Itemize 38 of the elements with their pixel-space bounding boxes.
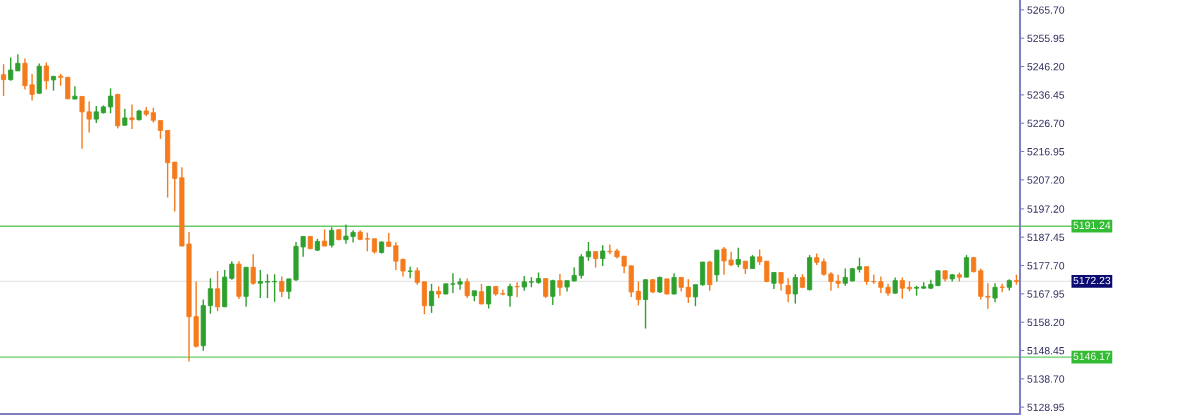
candlestick xyxy=(464,277,470,299)
y-tick-label: 5167.95 xyxy=(1027,290,1065,298)
candlestick xyxy=(999,283,1005,293)
ref-line-label: 5146.17 xyxy=(1073,352,1111,360)
y-tick-label: 5158.20 xyxy=(1027,318,1065,327)
candlestick xyxy=(15,53,21,72)
candlestick xyxy=(72,85,78,100)
candlestick xyxy=(364,232,370,252)
y-tick-label: 5197.20 xyxy=(1027,205,1065,213)
y-tick-label: 5216.95 xyxy=(1027,148,1065,156)
y-tick-label: 5246.20 xyxy=(1027,63,1065,71)
candlestick xyxy=(550,279,556,306)
candlestick xyxy=(407,265,413,280)
y-tick-label: 5265.70 xyxy=(1027,6,1065,14)
candlestick xyxy=(764,260,770,284)
candlestick xyxy=(257,269,263,299)
y-tick-label: 5255.95 xyxy=(1027,34,1065,43)
y-tick-label: 5138.70 xyxy=(1027,375,1065,383)
y-tick-label: 5148.45 xyxy=(1027,347,1065,355)
y-tick-label: 5226.70 xyxy=(1027,119,1065,128)
candlestick xyxy=(279,275,285,298)
ref-line-label: 5191.24 xyxy=(1073,221,1111,229)
y-tick-label: 5128.95 xyxy=(1027,403,1065,412)
candlestick xyxy=(264,273,271,299)
candlestick xyxy=(36,62,42,95)
candlestick xyxy=(250,253,256,286)
y-tick-label: 5207.20 xyxy=(1027,176,1065,184)
candlestick xyxy=(942,270,948,283)
y-tick-label: 5187.45 xyxy=(1027,233,1065,242)
candlestick xyxy=(735,247,741,268)
candlestick xyxy=(129,103,135,130)
y-tick-label: 5236.45 xyxy=(1027,91,1065,99)
candlestick xyxy=(200,298,206,352)
y-tick-label: 5177.70 xyxy=(1027,262,1065,270)
candlestick xyxy=(707,260,713,292)
candlestick xyxy=(65,76,71,101)
ref-line-label: 5172.23 xyxy=(1073,276,1111,285)
candlestick xyxy=(600,244,606,267)
